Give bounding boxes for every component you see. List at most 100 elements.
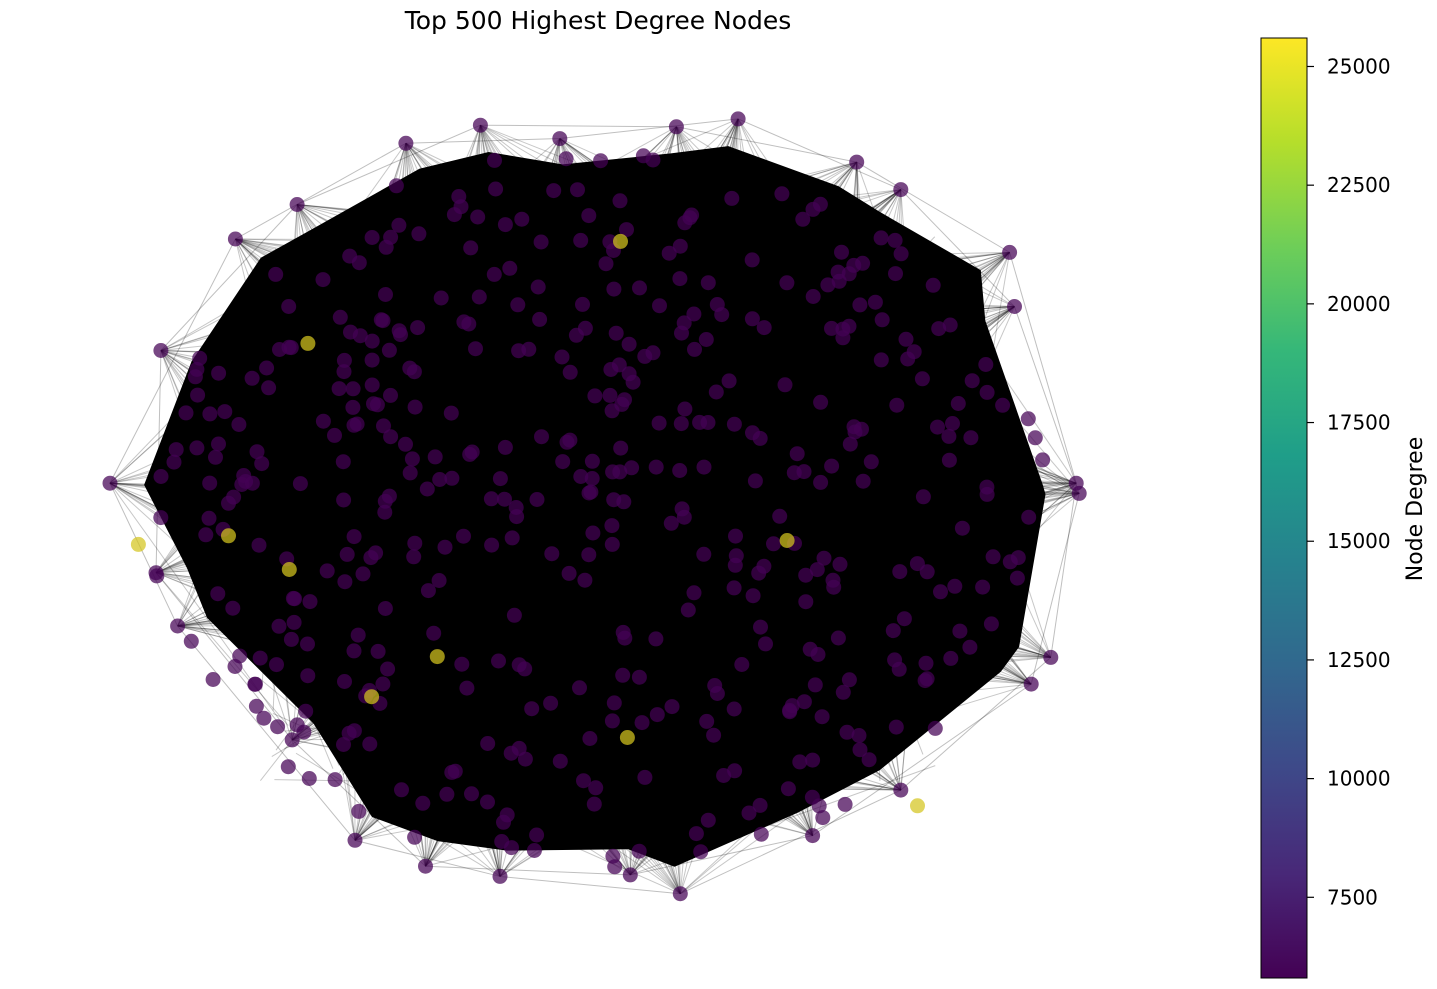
graph-node (741, 805, 757, 821)
graph-node (1021, 509, 1037, 525)
graph-node (816, 550, 832, 566)
graph-node (962, 639, 978, 655)
graph-node (673, 416, 689, 432)
graph-node (612, 193, 628, 209)
graph-node (464, 786, 479, 802)
graph-node (824, 320, 839, 336)
graph-node (470, 209, 486, 225)
nodes (102, 111, 1087, 902)
graph-node (661, 245, 677, 261)
graph-node (983, 616, 999, 632)
graph-node (893, 782, 909, 798)
graph-node (814, 709, 830, 725)
graph-node (256, 710, 272, 726)
graph-node (366, 396, 381, 412)
graph-node (721, 373, 737, 389)
graph-node (841, 672, 857, 688)
graph-node (269, 657, 284, 673)
graph-node (975, 579, 991, 595)
graph-node (377, 601, 393, 616)
graph-node (377, 504, 393, 520)
graph-node (402, 465, 418, 481)
graph-node (576, 773, 591, 789)
graph-node (835, 684, 851, 700)
graph-node (418, 858, 433, 874)
graph-node (190, 387, 206, 403)
graph-node (756, 320, 772, 336)
graph-node (604, 518, 620, 534)
graph-node (459, 680, 475, 696)
graph-node (709, 686, 725, 701)
graph-node (499, 807, 515, 823)
graph-node (349, 416, 365, 432)
graph-node (432, 472, 448, 487)
graph-node (217, 404, 233, 420)
graph-node (621, 336, 637, 352)
graph-node (593, 153, 609, 169)
graph-node (544, 546, 560, 562)
graph-node (497, 439, 513, 455)
graph-node (484, 537, 500, 553)
graph-node (287, 591, 302, 607)
graph-node (404, 451, 420, 467)
graph-node (573, 469, 589, 484)
graph-node (1009, 570, 1025, 586)
graph-node (631, 843, 647, 859)
graph-node (394, 782, 409, 798)
graph-node (284, 732, 300, 748)
graph-node (339, 546, 355, 562)
graph-node (941, 428, 957, 444)
graph-node (995, 397, 1011, 413)
graph-node (343, 324, 358, 340)
graph-node (178, 405, 194, 421)
graph-node (351, 803, 367, 819)
graph-node (502, 260, 518, 276)
graph-node (686, 306, 702, 322)
graph-node (281, 299, 297, 314)
graph-node (283, 340, 299, 356)
graph-node (849, 154, 865, 170)
graph-node (798, 594, 814, 610)
graph-node (604, 536, 620, 552)
graph-node (889, 397, 905, 413)
graph-node (431, 573, 447, 588)
graph-node (796, 694, 812, 710)
high-degree-node (364, 689, 380, 705)
graph-node (327, 772, 343, 788)
graph-node (795, 211, 811, 227)
graph-node (602, 234, 618, 250)
high-degree-node (300, 335, 316, 351)
graph-node (447, 763, 463, 779)
graph-node (268, 266, 284, 282)
graph-node (346, 723, 362, 739)
graph-node (896, 611, 912, 627)
colorbar-tick-label: 20000 (1327, 292, 1391, 316)
graph-node (1020, 411, 1036, 427)
graph-node (672, 238, 688, 254)
graph-node (606, 695, 622, 711)
graph-node (202, 406, 218, 422)
graph-node (364, 377, 380, 393)
colorbar-ticks: 7500 10000 12500 15000 17500 20000 22500 25000 (1307, 54, 1391, 909)
graph-node (772, 508, 788, 524)
graph-node (753, 826, 769, 842)
graph-node (645, 152, 661, 168)
graph-node (503, 745, 519, 761)
graph-node (1007, 299, 1022, 314)
graph-node (375, 676, 391, 692)
graph-node (696, 459, 712, 475)
graph-node (825, 572, 841, 588)
graph-node (696, 546, 712, 562)
graph-node (319, 563, 335, 579)
graph-node (211, 436, 226, 452)
chart-title: Top 500 Highest Degree Nodes (404, 6, 792, 35)
graph-node (406, 549, 422, 565)
graph-node (301, 771, 317, 786)
graph-node (492, 868, 508, 884)
graph-node (943, 650, 959, 666)
graph-node (410, 320, 426, 336)
graph-node (684, 207, 700, 223)
graph-node (480, 736, 496, 751)
high-degree-node (130, 536, 146, 552)
graph-node (798, 567, 814, 583)
